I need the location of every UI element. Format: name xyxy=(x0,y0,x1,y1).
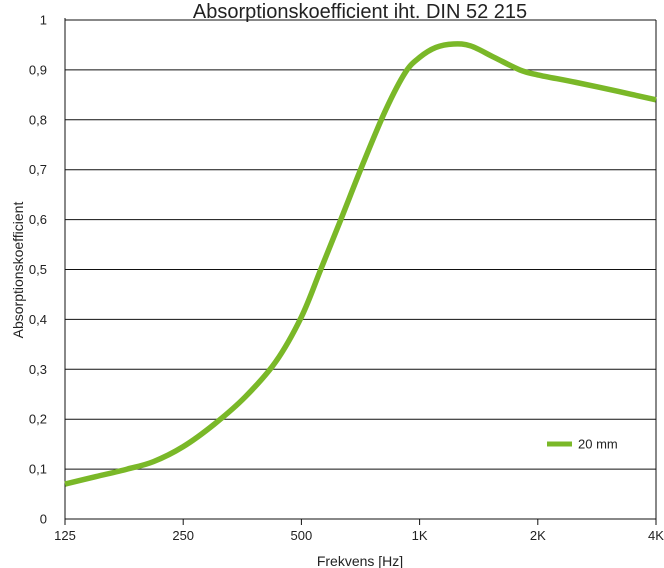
legend: 20 mm xyxy=(547,437,618,452)
x-tick-label: 4K xyxy=(648,528,664,543)
y-tick-label: 0,7 xyxy=(29,162,47,177)
y-tick-label: 0,4 xyxy=(29,312,47,327)
y-tick-label: 0,5 xyxy=(29,262,47,277)
x-tick-label: 500 xyxy=(291,528,313,543)
y-tick-label: 0,2 xyxy=(29,412,47,427)
x-tick-label: 250 xyxy=(172,528,194,543)
x-tick-label: 125 xyxy=(54,528,76,543)
y-tick-label: 0,3 xyxy=(29,362,47,377)
y-tick-label: 0,6 xyxy=(29,212,47,227)
x-tick-label: 2K xyxy=(530,528,546,543)
series-layer xyxy=(64,41,657,487)
x-tick-label: 1K xyxy=(412,528,428,543)
y-tick-label: 0,8 xyxy=(29,112,47,127)
x-tick-labels: 125 250 500 1K 2K 4K xyxy=(54,519,664,543)
grid-layer xyxy=(64,18,657,525)
y-tick-label: 0,9 xyxy=(29,62,47,77)
x-axis-title: Frekvens [Hz] xyxy=(317,553,403,568)
chart-title: Absorptionskoefficient iht. DIN 52 215 xyxy=(193,1,527,23)
y-tick-labels: 0 0,1 0,2 0,3 0,4 0,5 0,6 0,7 0,8 0,9 1 xyxy=(29,13,47,527)
y-tick-label: 0 xyxy=(40,512,47,527)
series-line-20mm xyxy=(64,41,657,487)
y-tick-label: 1 xyxy=(40,13,47,28)
legend-label: 20 mm xyxy=(578,437,618,452)
y-tick-label: 0,1 xyxy=(29,462,47,477)
y-axis-title: Absorptionskoefficient xyxy=(10,202,26,339)
